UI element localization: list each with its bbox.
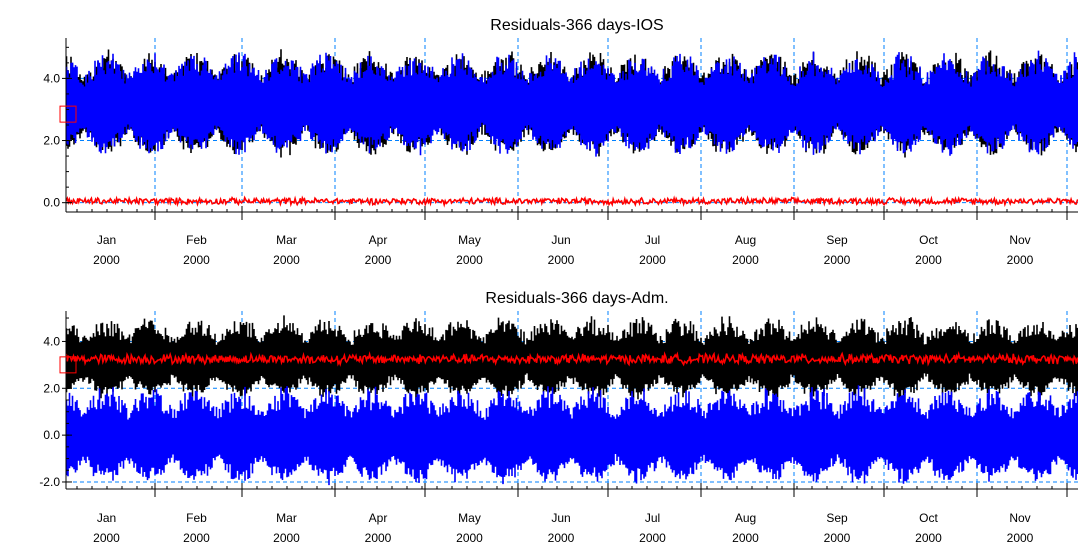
x-tick-label-year: 2000 [183,253,210,267]
x-tick-label-year: 2000 [273,531,300,545]
x-tick-label-month: Feb [186,233,207,247]
x-tick-label-year: 2000 [365,253,392,267]
x-tick-label-month: Jul [645,233,660,247]
y-tick-label: 0.0 [43,428,60,442]
x-tick-label-month: Mar [276,233,297,247]
x-tick-label-year: 2000 [1007,531,1034,545]
data-series-1 [66,50,1078,157]
x-tick-label-year: 2000 [548,253,575,267]
cursor-marker [59,356,77,374]
y-tick-label: 0.0 [43,196,60,210]
chart-panel-adm: Residuals-366 days-Adm. -2.0 0.0 2.0 4.0 Jan… [39,290,1078,545]
x-tick-label-month: Aug [735,511,756,525]
x-tick-label-month: Feb [186,511,207,525]
x-tick-label-year: 2000 [639,253,666,267]
x-tick-label-year: 2000 [273,253,300,267]
x-tick-label-year: 2000 [732,253,759,267]
y-tick-label: 2.0 [43,134,60,148]
x-tick-label-month: Jul [645,511,660,525]
x-tick-label-month: Jan [97,233,116,247]
series-group [66,49,1078,208]
x-tick-label-year: 2000 [456,253,483,267]
x-tick-label-year: 2000 [639,531,666,545]
x-tick-label-month: Jun [551,511,570,525]
x-tick-label-year: 2000 [548,531,575,545]
data-series-1 [66,385,1078,486]
x-tick-label-year: 2000 [1007,253,1034,267]
x-tick-label-month: Nov [1009,511,1030,525]
x-tick-label-year: 2000 [183,531,210,545]
plot-area: -2.0 0.0 2.0 4.0 Jan 2000 Feb 2000 Mar 2000 Apr 200… [39,311,1078,545]
x-tick-label-month: Jun [551,233,570,247]
x-tick-label-year: 2000 [93,253,120,267]
x-tick-label-month: Nov [1009,233,1030,247]
y-tick-label: 2.0 [43,381,60,395]
x-tick-label-year: 2000 [915,531,942,545]
x-tick-label-year: 2000 [824,531,851,545]
x-tick-label-year: 2000 [456,531,483,545]
x-tick-label-month: Apr [369,233,388,247]
x-tick-label-month: Oct [919,511,938,525]
x-tick-label-month: Oct [919,233,938,247]
x-tick-label-month: Sep [826,233,848,247]
data-series-residual [66,350,1078,367]
x-tick-label-month: May [458,233,481,247]
plot-area: 0.0 2.0 4.0 Jan 2000 Feb 2000 Mar 2000 Apr 2000 May… [43,38,1078,267]
chart-title: Residuals-366 days-Adm. [485,290,668,307]
x-tick-label-year: 2000 [824,253,851,267]
x-tick-label-year: 2000 [365,531,392,545]
x-tick-label-month: Apr [369,511,388,525]
x-tick-label-month: Aug [735,233,756,247]
y-tick-label: 4.0 [43,71,60,85]
y-tick-label: -2.0 [39,475,60,489]
x-tick-label-year: 2000 [93,531,120,545]
data-series-residual [66,195,1078,208]
chart-panel-ios: Residuals-366 days-IOS 0.0 2.0 4.0 Jan 2000 F… [43,17,1078,267]
x-tick-label-month: May [458,511,481,525]
x-tick-label-year: 2000 [915,253,942,267]
series-group [66,315,1078,486]
x-tick-label-month: Mar [276,511,297,525]
chart-title: Residuals-366 days-IOS [490,17,663,34]
x-tick-label-month: Jan [97,511,116,525]
cursor-marker [59,105,77,123]
y-tick-label: 4.0 [43,334,60,348]
x-tick-label-year: 2000 [732,531,759,545]
x-tick-label-month: Sep [826,511,848,525]
